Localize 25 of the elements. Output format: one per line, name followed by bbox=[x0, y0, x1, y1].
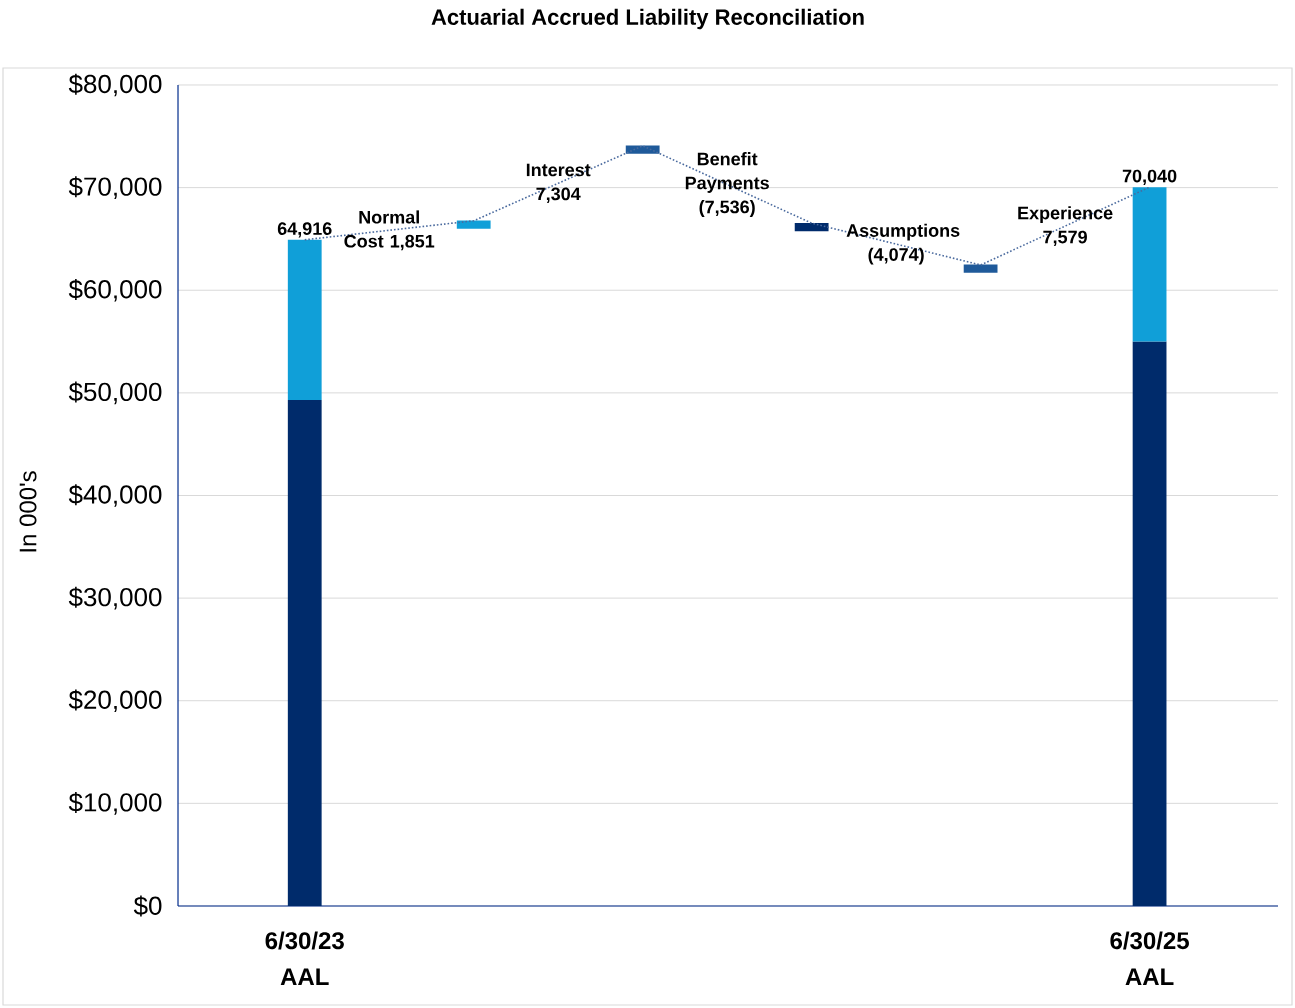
annotation: Normal Cost 1,851 bbox=[344, 210, 435, 251]
x-tick-label: 6/30/25 AAL bbox=[1110, 931, 1189, 985]
bar bbox=[963, 264, 998, 273]
bar bbox=[287, 239, 322, 401]
y-tick-label: $60,000 bbox=[68, 278, 162, 302]
bar bbox=[1132, 341, 1167, 906]
y-tick-label: $0 bbox=[133, 895, 162, 917]
annotation: 64,916 bbox=[277, 222, 332, 238]
annotation: Benefit Payments (7,536) bbox=[685, 152, 769, 217]
y-tick-label: $70,000 bbox=[68, 176, 162, 199]
bar bbox=[287, 400, 322, 906]
y-tick-label: $40,000 bbox=[68, 484, 162, 507]
annotation: 70,040 bbox=[1122, 169, 1177, 185]
y-tick-label: $80,000 bbox=[68, 73, 162, 97]
annotation: Interest 7,304 bbox=[526, 163, 591, 203]
chart-title: Actuarial Accrued Liability Reconciliation bbox=[431, 8, 864, 30]
annotation: Assumptions (4,074) bbox=[846, 223, 960, 265]
y-axis-title: In 000's bbox=[19, 471, 37, 552]
annotation: Experience 7,579 bbox=[1018, 206, 1113, 246]
y-tick-label: $10,000 bbox=[68, 792, 162, 815]
y-tick-label: $30,000 bbox=[68, 586, 162, 610]
bar bbox=[1132, 187, 1167, 342]
y-tick-label: $20,000 bbox=[68, 689, 162, 713]
x-tick-label: 6/30/23 AAL bbox=[265, 931, 344, 985]
y-tick-label: $50,000 bbox=[68, 381, 162, 405]
